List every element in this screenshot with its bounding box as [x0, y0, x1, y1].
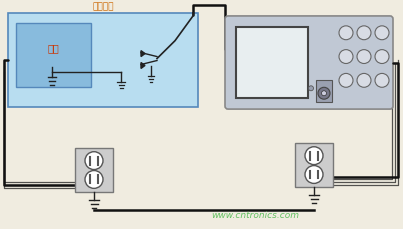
FancyBboxPatch shape [75, 148, 113, 193]
Circle shape [357, 27, 371, 41]
Circle shape [357, 50, 371, 64]
Circle shape [85, 171, 103, 188]
FancyBboxPatch shape [295, 143, 333, 188]
FancyBboxPatch shape [316, 81, 332, 103]
Circle shape [85, 152, 103, 170]
Circle shape [305, 166, 323, 184]
Circle shape [339, 74, 353, 88]
FancyBboxPatch shape [8, 14, 198, 108]
Text: 电源: 电源 [48, 43, 59, 53]
Text: www.cntronics.com: www.cntronics.com [211, 210, 299, 219]
FancyBboxPatch shape [225, 17, 393, 110]
Circle shape [309, 86, 314, 91]
Circle shape [339, 27, 353, 41]
Circle shape [318, 88, 330, 100]
Circle shape [357, 74, 371, 88]
FancyBboxPatch shape [16, 24, 91, 88]
Polygon shape [141, 51, 145, 57]
FancyBboxPatch shape [236, 28, 308, 99]
Circle shape [322, 91, 326, 96]
Circle shape [375, 50, 389, 64]
Circle shape [339, 50, 353, 64]
Polygon shape [141, 63, 145, 69]
Text: 被測器件: 被測器件 [92, 2, 114, 11]
Circle shape [305, 147, 323, 165]
Circle shape [375, 74, 389, 88]
Circle shape [375, 27, 389, 41]
